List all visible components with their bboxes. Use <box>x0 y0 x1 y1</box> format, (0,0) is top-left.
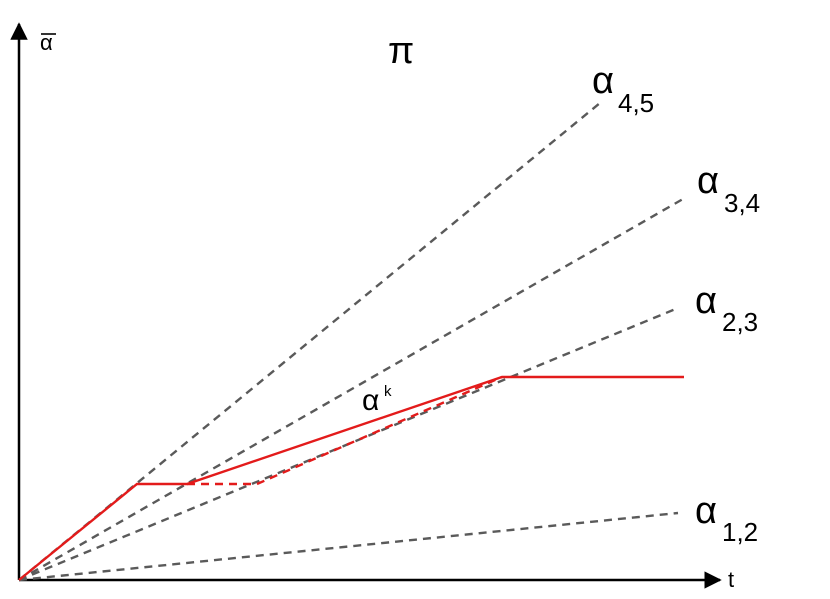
ray-label-3-4-sub: 3,4 <box>724 188 760 218</box>
rays <box>18 102 684 582</box>
alpha-k-alternate-path <box>187 375 503 486</box>
ray-label-3-4-symbol: α <box>697 160 719 202</box>
y-axis-label-text: α <box>40 30 53 55</box>
ray-label-4-5-sub: 4,5 <box>618 88 654 118</box>
ray-label-4-5-symbol: α <box>592 60 614 102</box>
ray-label-1-2-symbol: α <box>695 490 717 532</box>
alpha-k-label-sup: k <box>384 383 392 400</box>
alpha-k-label-symbol: α <box>362 384 379 417</box>
ray-label-2-3-sub: 2,3 <box>722 307 758 337</box>
pi-label: π <box>388 30 414 72</box>
ray-alpha-3-4 <box>18 197 684 582</box>
ray-label-2-3-symbol: α <box>695 280 717 322</box>
ray-alpha-1-2 <box>18 511 679 582</box>
ray-label-1-2-sub: 1,2 <box>722 517 758 547</box>
ray-label-2-3: α 2,3 <box>695 280 758 337</box>
ray-label-4-5: α 4,5 <box>592 60 654 118</box>
ray-label-3-4: α 3,4 <box>697 160 760 218</box>
x-axis-label: t <box>728 567 734 592</box>
y-axis-label: α <box>40 30 56 55</box>
ray-label-1-2: α 1,2 <box>695 490 758 547</box>
alpha-k-path <box>18 375 684 581</box>
alpha-k-label: α k <box>362 383 392 417</box>
